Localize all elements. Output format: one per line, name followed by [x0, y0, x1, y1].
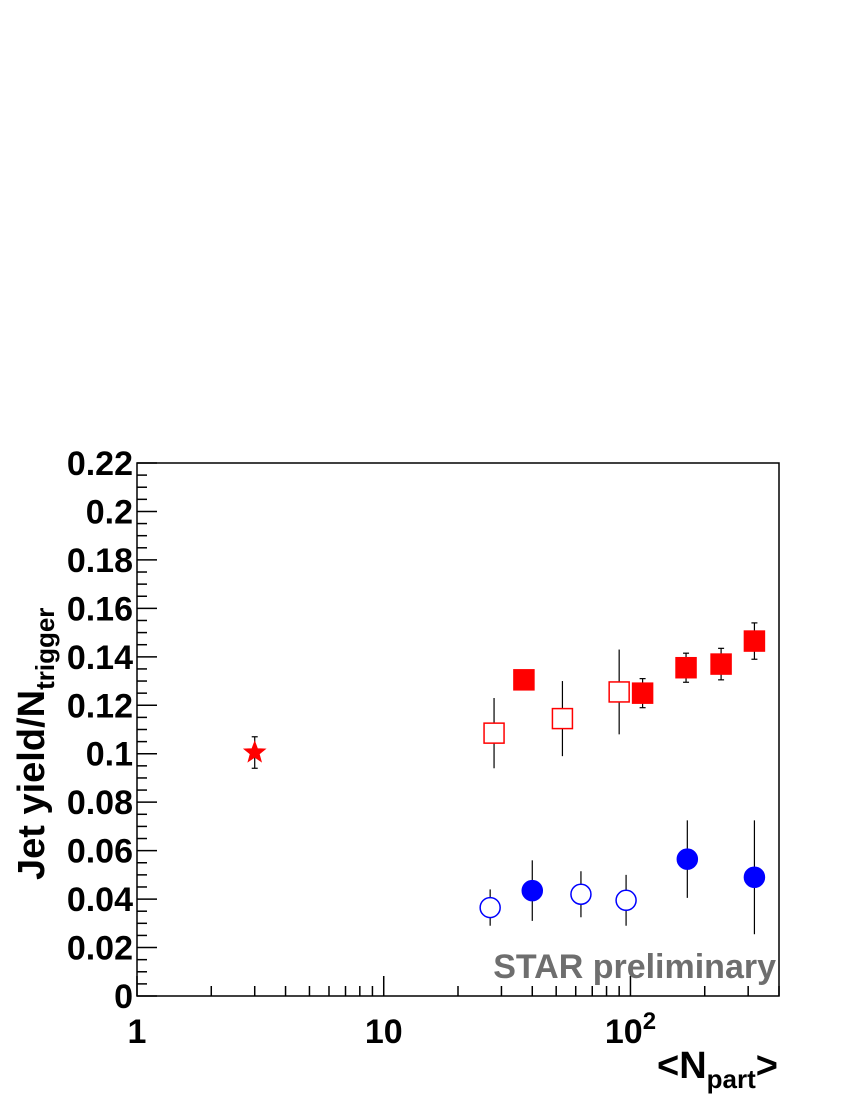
x-tick-label: 102: [605, 1008, 656, 1051]
y-tick-label: 0.02: [67, 930, 133, 968]
x-axis-title: <Npart>: [657, 1045, 778, 1094]
y-axis-title-main: Jet yield/N: [11, 690, 53, 880]
y-tick-label: 0.18: [67, 542, 133, 580]
data-point-filled-square: [675, 656, 697, 679]
data-point-filled-circle: [743, 866, 766, 889]
y-tick-label: 0.08: [67, 784, 133, 822]
data-point-filled-square: [513, 669, 535, 691]
y-tick-label: 0.2: [86, 493, 133, 531]
data-point-open-circle: [570, 883, 592, 905]
x-axis-title-main: <N: [657, 1045, 707, 1087]
data-point-open-circle: [479, 896, 501, 919]
data-point-star: [242, 740, 267, 763]
data-point-open-circle: [615, 889, 637, 912]
plot-frame: [136, 462, 780, 997]
data-point-filled-square: [743, 630, 766, 652]
y-tick-label: 0.06: [67, 833, 133, 871]
x-tick-label-base: 10: [365, 1013, 403, 1051]
x-tick-label: 10: [365, 1013, 403, 1051]
data-point-open-square: [551, 707, 574, 730]
y-tick-label: 0.04: [67, 881, 133, 919]
x-axis-title-sub: part: [707, 1064, 756, 1094]
y-axis-title-sub: trigger: [30, 608, 60, 690]
x-tick-label-base: 1: [128, 1013, 147, 1051]
data-point-filled-circle: [676, 848, 699, 870]
y-tick-label: 0.16: [67, 590, 133, 628]
y-axis-title: Jet yield/Ntrigger: [11, 608, 60, 880]
tick-labels: 0 0.02 0.04 0.06 0.08 0.1 0.12 0.14 0.16 0.18 0.2 0…: [67, 445, 656, 1051]
data-point-open-square: [608, 681, 630, 703]
watermark-label: STAR preliminary: [493, 948, 776, 986]
x-tick-label: 1: [128, 1013, 147, 1051]
data-point-filled-square: [631, 682, 654, 704]
x-axis-title-tail: >: [756, 1045, 778, 1087]
axis-ticks: [136, 462, 780, 997]
y-tick-label: 0: [114, 978, 133, 1016]
y-tick-label: 0.1: [86, 736, 133, 774]
data-point-filled-square: [710, 653, 732, 675]
y-tick-label: 0.12: [67, 687, 133, 725]
data-point-filled-circle: [521, 879, 544, 902]
data-markers: [242, 622, 766, 935]
x-tick-label-exponent: 2: [643, 1008, 656, 1035]
data-point-open-square: [483, 722, 505, 744]
y-tick-label: 0.22: [67, 445, 133, 483]
x-tick-label-base: 10: [605, 1013, 643, 1051]
y-tick-label: 0.14: [67, 639, 133, 677]
